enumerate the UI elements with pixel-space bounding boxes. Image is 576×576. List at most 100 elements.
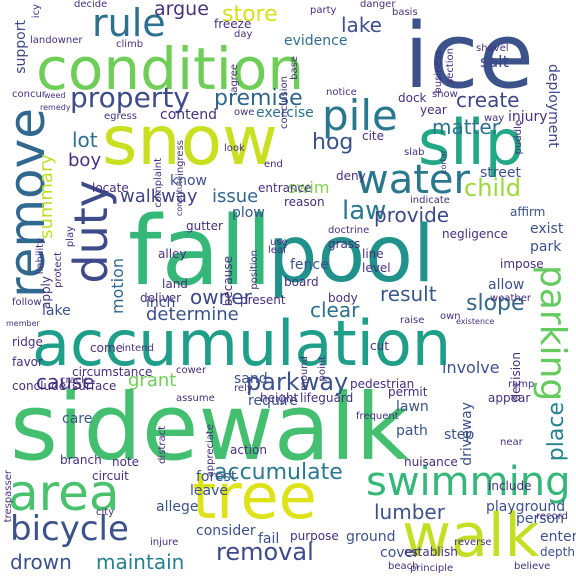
word-lake: lake <box>42 303 71 319</box>
word-board: board <box>284 275 319 289</box>
word-boy: boy <box>68 150 102 171</box>
word-constitute: constitute <box>175 176 184 217</box>
word-base: base <box>289 56 300 80</box>
word-lawn: lawn <box>396 399 429 415</box>
word-lot: lot <box>72 128 98 152</box>
word-leave: leave <box>190 483 228 499</box>
word-fence: fence <box>290 257 329 273</box>
word-drown: drown <box>10 550 72 574</box>
word-water: water <box>356 157 470 203</box>
word-agree: agree <box>229 64 240 93</box>
word-weed: weed <box>44 91 66 100</box>
word-intend: intend <box>122 343 154 354</box>
word-leaf: leaf <box>268 245 287 256</box>
word-rule: rule <box>92 1 166 45</box>
word-business: business <box>433 50 444 94</box>
word-swimming: swimming <box>366 459 571 505</box>
word-playground: playground <box>486 499 566 515</box>
word-law: law <box>342 196 387 226</box>
word-decide: decide <box>74 0 108 10</box>
word-exercise: exercise <box>256 105 314 121</box>
word-provide: provide <box>374 203 450 227</box>
word-matter: matter <box>432 115 500 139</box>
word-pile: pile <box>322 91 398 140</box>
word-cover: cover <box>380 545 419 561</box>
word-know: know <box>170 173 207 189</box>
word-body: body <box>328 291 358 305</box>
word-doctrine: doctrine <box>328 225 370 236</box>
word-deny: deny <box>336 169 366 183</box>
word-distract: distract <box>157 426 168 464</box>
word-section: section <box>445 48 456 85</box>
word-purpose: purpose <box>290 529 339 543</box>
word-park: park <box>530 239 562 255</box>
word-ridge: ridge <box>12 335 43 349</box>
word-permit: permit <box>388 385 428 399</box>
word-hog: hog <box>312 130 354 155</box>
word-clear: clear <box>310 298 360 322</box>
word-ice: ice <box>404 4 534 109</box>
word-store: store <box>222 2 278 27</box>
word-land: land <box>162 277 188 291</box>
word-beach: beach <box>388 561 419 572</box>
word-appreciate: appreciate <box>205 424 216 478</box>
word-position: position <box>249 250 260 290</box>
word-issue: issue <box>212 186 259 207</box>
word-maintain: maintain <box>96 550 185 574</box>
word-circumstance: circumstance <box>72 365 153 379</box>
word-use: use <box>270 237 288 248</box>
word-bicycle: bicycle <box>10 509 129 549</box>
word-parkway: parkway <box>246 368 349 396</box>
word-person: person <box>516 511 564 527</box>
word-danger: danger <box>360 0 396 10</box>
word-level: level <box>362 261 391 275</box>
word-liability: liability <box>35 238 46 275</box>
word-surface: surface <box>72 379 117 393</box>
word-height: height <box>260 391 299 405</box>
word-result: result <box>380 282 437 306</box>
word-favor: favor <box>12 355 43 369</box>
word-protect: protect <box>53 252 64 288</box>
word-ingress: ingress <box>175 140 186 176</box>
word-injure: injure <box>150 537 179 548</box>
word-near: near <box>500 437 523 448</box>
word-grant: grant <box>128 370 177 391</box>
word-property: property <box>70 81 190 114</box>
word-cite: cite <box>362 129 385 143</box>
word-reverse: reverse <box>454 537 492 548</box>
word-evidence: evidence <box>284 33 348 49</box>
word-party: party <box>310 5 337 16</box>
word-circuit: circuit <box>92 469 129 483</box>
word-basis: basis <box>392 7 418 18</box>
word-depth: depth <box>540 545 575 559</box>
word-complaint: complaint <box>153 158 164 208</box>
word-lumber: lumber <box>374 500 445 524</box>
word-child: child <box>464 174 521 202</box>
word-street: street <box>480 165 521 181</box>
word-climb: climb <box>116 39 144 50</box>
word-care: care <box>62 411 93 427</box>
word-owner: owner <box>190 285 252 309</box>
word-create: create <box>456 88 520 112</box>
word-egress: egress <box>104 111 137 122</box>
word-day: day <box>234 29 253 40</box>
word-point: point <box>317 356 328 382</box>
word-nuisance: nuisance <box>404 455 458 469</box>
word-record: record <box>536 511 568 522</box>
word-salt: salt <box>480 52 509 71</box>
word-establish: establish <box>404 545 458 559</box>
word-area: area <box>8 464 120 522</box>
word-ground: ground <box>346 529 396 545</box>
word-exist: exist <box>530 221 564 237</box>
word-indicate: indicate <box>410 195 450 206</box>
word-injury: injury <box>508 109 548 125</box>
word-conclude: conclude <box>12 379 67 393</box>
word-show: show <box>432 89 458 100</box>
word-walk: walk <box>402 501 540 571</box>
word-include: include <box>488 479 532 493</box>
word-require: require <box>248 393 298 409</box>
word-walkway: walkway <box>120 186 198 207</box>
word-believe: believe <box>514 561 551 572</box>
word-swim: swim <box>288 178 330 197</box>
word-motion: motion <box>108 258 127 315</box>
